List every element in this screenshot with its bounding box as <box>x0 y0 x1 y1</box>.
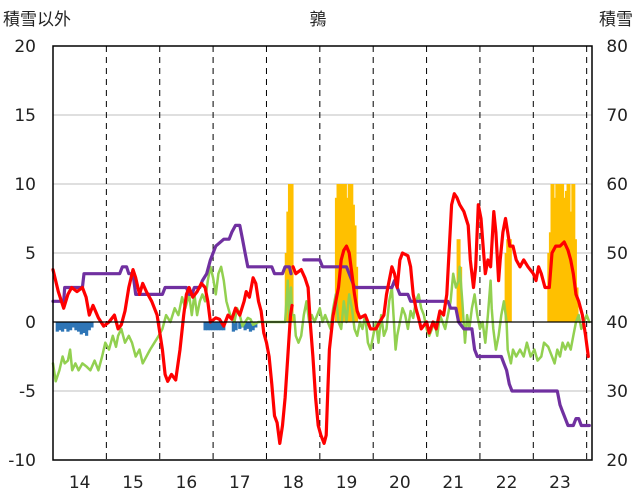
snow-bar <box>574 287 579 322</box>
y-tick-label-right: 30 <box>606 382 628 402</box>
negative-bar <box>243 322 247 331</box>
series-line-red <box>291 192 590 445</box>
y-tick-label-right: 50 <box>606 244 628 264</box>
x-tick-label: 21 <box>442 473 464 493</box>
negative-bar <box>85 322 89 336</box>
y-tick-label-left: -10 <box>8 451 36 471</box>
negative-bar <box>248 322 253 332</box>
y-tick-label-left: 0 <box>25 313 36 333</box>
negative-bar <box>79 322 83 335</box>
y-tick-label-right: 20 <box>606 451 628 471</box>
chart-title: 鶉 <box>310 10 327 30</box>
negative-bar <box>71 322 75 328</box>
negative-bar <box>90 322 94 328</box>
negative-bar <box>58 322 62 331</box>
plot-frame <box>52 45 593 461</box>
negative-bar <box>208 322 213 331</box>
y-tick-label-right: 80 <box>606 37 628 57</box>
y-tick-label-left: 5 <box>25 244 36 264</box>
x-tick-label: 22 <box>496 473 518 493</box>
y-tick-label-left: 10 <box>14 175 36 195</box>
negative-bar <box>251 322 255 331</box>
negative-bar <box>61 322 65 332</box>
x-tick-label: 18 <box>282 473 304 493</box>
y-axis-label-right: 積雪 <box>599 10 633 30</box>
x-tick-label: 15 <box>122 473 144 493</box>
negative-bar <box>82 322 86 334</box>
negative-bar <box>246 322 250 329</box>
x-tick-label: 20 <box>389 473 411 493</box>
series-line-red <box>51 268 294 445</box>
negative-bar <box>77 322 81 332</box>
negative-bar <box>231 322 235 332</box>
snow-bar <box>289 184 294 322</box>
x-tick-label: 17 <box>229 473 251 493</box>
snow-bar <box>458 266 463 322</box>
negative-bar <box>216 322 221 331</box>
x-tick-label: 16 <box>176 473 198 493</box>
bars <box>55 184 579 336</box>
negative-bar <box>211 322 215 331</box>
y-tick-label-left: -5 <box>19 382 36 402</box>
series-line-green <box>51 265 294 383</box>
negative-bar <box>214 322 218 331</box>
negative-bar <box>203 322 207 331</box>
negative-bar <box>238 322 242 329</box>
y-tick-label-left: 15 <box>14 106 36 126</box>
y-tick-label-right: 70 <box>606 106 628 126</box>
negative-bar <box>206 322 210 331</box>
negative-bar <box>74 322 78 331</box>
y-tick-label-right: 40 <box>606 313 628 333</box>
y-tick-label-left: 20 <box>14 37 36 57</box>
snow-bar <box>507 239 512 322</box>
x-tick-label: 23 <box>549 473 571 493</box>
y-axis-label-left: 積雪以外 <box>3 10 71 30</box>
y-tick-label-right: 60 <box>606 175 628 195</box>
negative-bar <box>55 322 59 332</box>
x-tick-label: 14 <box>69 473 91 493</box>
negative-bar <box>69 322 73 331</box>
series-lines <box>51 192 591 445</box>
negative-bar <box>234 322 238 331</box>
negative-bar <box>63 322 67 329</box>
negative-bar <box>66 322 70 332</box>
negative-bar <box>219 322 223 331</box>
x-tick-label: 19 <box>336 473 358 493</box>
plot-border <box>52 45 593 461</box>
negative-bar <box>87 322 91 331</box>
